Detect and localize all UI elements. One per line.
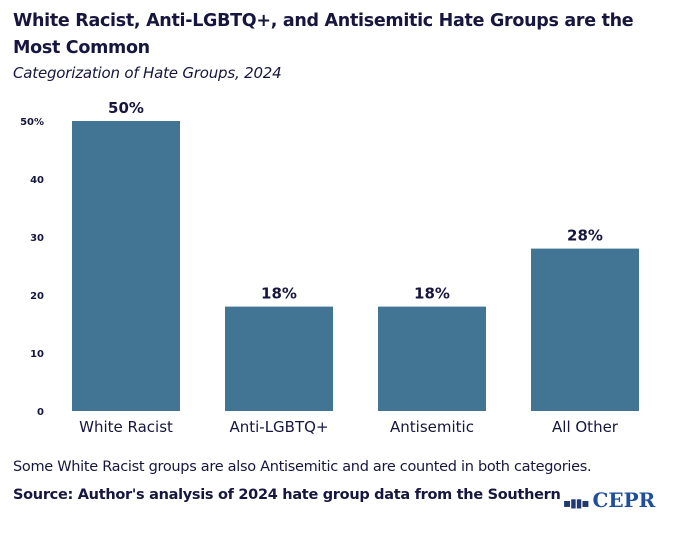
y-tick-label: 40 [30, 175, 44, 186]
chart-source: Source: Author's analysis of 2024 hate g… [13, 487, 561, 503]
cepr-logo: ▪▮▮▪ CEPR [563, 488, 655, 512]
bar [72, 121, 180, 411]
chart-title: White Racist, Anti-LGBTQ+, and Antisemit… [13, 11, 634, 58]
data-label: 28% [567, 227, 603, 245]
x-tick-label: All Other [552, 418, 619, 436]
bar [378, 306, 486, 411]
y-tick-label: 50% [20, 117, 44, 128]
data-label: 18% [414, 285, 450, 303]
chart-note: Some White Racist groups are also Antise… [13, 459, 592, 475]
x-tick-label: Anti-LGBTQ+ [229, 418, 328, 436]
logo-mark-icon: ▪▮▮▪ [563, 496, 590, 510]
y-tick-label: 0 [37, 407, 44, 418]
data-label: 18% [261, 285, 297, 303]
bar [225, 306, 333, 411]
bar [531, 248, 639, 411]
y-tick-label: 10 [30, 349, 44, 360]
x-tick-label: Antisemitic [390, 418, 474, 436]
logo-text: CEPR [592, 488, 656, 512]
y-tick-label: 20 [30, 291, 44, 302]
bar-chart: 0 10 20 30 40 50% 50% White Racist 18% Anti-LGBTQ… [20, 99, 639, 436]
data-label: 50% [108, 99, 144, 117]
chart-subtitle: Categorization of Hate Groups, 2024 [13, 64, 282, 82]
x-tick-label: White Racist [79, 418, 173, 436]
y-tick-label: 30 [30, 233, 44, 244]
